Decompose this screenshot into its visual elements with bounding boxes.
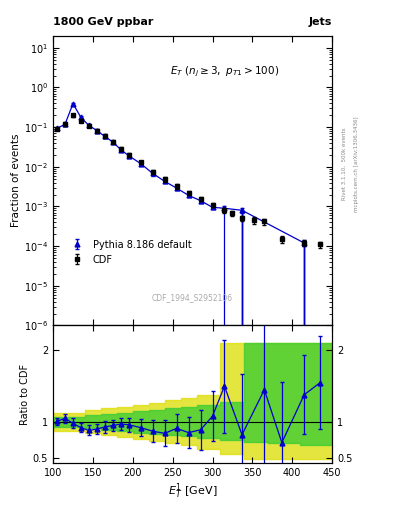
Text: mcplots.cern.ch [arXiv:1306.3436]: mcplots.cern.ch [arXiv:1306.3436] — [354, 116, 359, 211]
Text: CDF_1994_S2952106: CDF_1994_S2952106 — [152, 293, 233, 302]
Text: Jets: Jets — [309, 16, 332, 27]
Text: $E_T$ ($n_j \geq 3,\ p_{T1}>100$): $E_T$ ($n_j \geq 3,\ p_{T1}>100$) — [170, 65, 279, 79]
Legend: Pythia 8.186 default, CDF: Pythia 8.186 default, CDF — [66, 236, 195, 268]
Y-axis label: Fraction of events: Fraction of events — [11, 134, 21, 227]
Text: Rivet 3.1.10,  500k events: Rivet 3.1.10, 500k events — [342, 127, 347, 200]
Y-axis label: Ratio to CDF: Ratio to CDF — [20, 364, 30, 425]
X-axis label: $E_T^1$ [GeV]: $E_T^1$ [GeV] — [168, 481, 217, 501]
Text: 1800 GeV ppbar: 1800 GeV ppbar — [53, 16, 153, 27]
